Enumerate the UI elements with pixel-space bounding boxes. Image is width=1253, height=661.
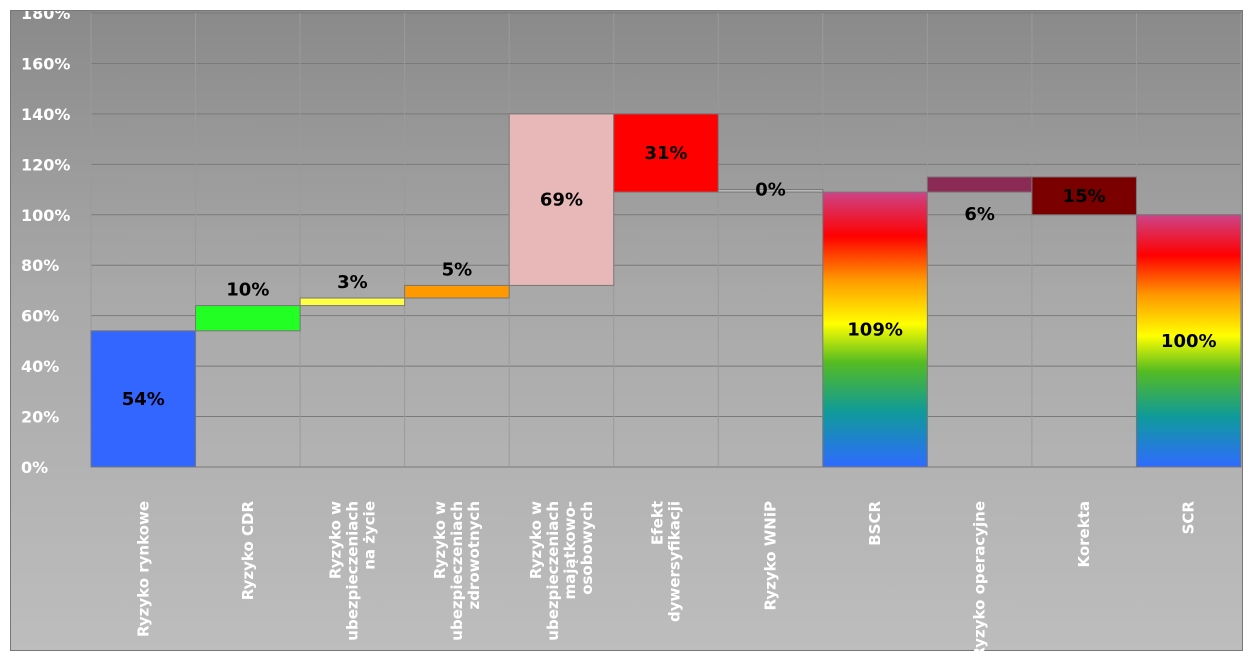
x-tick-label-line: zdrowotnych: [465, 501, 483, 610]
x-tick-label-line: majątkowo-: [561, 501, 579, 599]
y-tick-label: 140%: [21, 105, 70, 124]
bar: [613, 113, 719, 193]
x-tick-label-line: ubezpieczeniach: [448, 501, 466, 641]
x-tick-label-line: Ryzyko WNiP: [762, 501, 780, 611]
data-label: 5%: [442, 259, 473, 280]
bar: [299, 297, 406, 307]
bar: [1135, 214, 1242, 468]
bars: [90, 113, 1242, 468]
data-label: 69%: [540, 190, 583, 211]
y-tick-label: 20%: [21, 408, 59, 427]
grid-lines: [90, 12, 1242, 468]
bar: [508, 113, 615, 286]
y-tick-label: 0%: [21, 458, 48, 477]
y-tick-label: 160%: [21, 54, 70, 73]
waterfall-chart: 54% 10% 3% 5% 69% 31% 0% 109% 6% 15% 100% 0% 20% 40%…: [21, 11, 1242, 652]
x-tick-label-line: Ryzyko w: [527, 501, 545, 579]
x-tick-label-line: Ryzyko w: [326, 501, 344, 579]
x-tick-label-line: Ryzyko operacyjne: [971, 501, 989, 652]
data-label: 31%: [644, 143, 687, 164]
x-tick-label: Ryzyko w ubezpieczeniach na życie: [326, 501, 378, 641]
data-label: 0%: [755, 180, 786, 201]
data-label: 6%: [964, 204, 995, 225]
bar: [90, 330, 197, 468]
x-tick-label: Ryzyko WNiP: [762, 501, 780, 611]
data-label: 3%: [337, 272, 368, 293]
x-tick-label: Korekta: [1075, 501, 1093, 568]
data-label: 10%: [226, 280, 269, 301]
x-tick-label: BSCR: [866, 501, 884, 546]
data-label: 15%: [1063, 186, 1106, 207]
x-tick-label-line: Ryzyko rynkowe: [134, 501, 152, 637]
data-label: 109%: [847, 320, 903, 341]
bar: [195, 305, 301, 332]
y-tick-label: 60%: [21, 307, 59, 326]
data-label: 54%: [122, 389, 165, 410]
bar: [717, 189, 824, 193]
y-tick-label: 40%: [21, 357, 59, 376]
bar: [404, 284, 510, 299]
x-tick-label-line: BSCR: [866, 501, 884, 546]
bar: [1031, 176, 1137, 216]
y-axis: 0% 20% 40% 60% 80% 100% 120% 140% 160% 180%: [21, 11, 70, 477]
y-tick-label: 180%: [21, 11, 70, 23]
x-axis: Ryzyko rynkowe Ryzyko CDR Ryzyko w ubezpiec…: [134, 501, 1197, 652]
x-tick-label: Ryzyko w ubezpieczeniach majątkowo-osobowy…: [527, 501, 596, 641]
x-tick-label-line: SCR: [1180, 501, 1198, 535]
y-tick-label: 100%: [21, 206, 70, 225]
x-tick-label: Ryzyko operacyjne: [971, 501, 989, 652]
data-labels: 54% 10% 3% 5% 69% 31% 0% 109% 6% 15% 100%: [122, 143, 1217, 410]
bar: [926, 176, 1033, 193]
x-tick-label-line: Ryzyko CDR: [239, 501, 257, 601]
x-tick-label: Ryzyko w ubezpieczeniach zdrowotnych: [431, 501, 483, 641]
chart-frame: 54% 10% 3% 5% 69% 31% 0% 109% 6% 15% 100% 0% 20% 40%…: [10, 10, 1243, 652]
x-tick-label-line: Ryzyko w: [431, 501, 449, 579]
x-tick-label: Ryzyko CDR: [239, 501, 257, 601]
x-tick-label: Efekt dywersyfikacji: [649, 501, 684, 622]
x-tick-label-line: osobowych: [578, 501, 596, 595]
x-tick-label-line: ubezpieczeniach: [544, 501, 562, 641]
x-tick-label-line: Efekt: [649, 501, 667, 545]
bar: [822, 191, 928, 468]
x-tick-label-line: ubezpieczeniach: [343, 501, 361, 641]
y-tick-label: 80%: [21, 256, 59, 275]
x-tick-label: SCR: [1180, 501, 1198, 535]
x-tick-label-line: na życie: [360, 501, 378, 570]
x-tick-label-line: Korekta: [1075, 501, 1093, 568]
x-tick-label-line: dywersyfikacji: [666, 501, 684, 622]
data-label: 100%: [1161, 331, 1217, 352]
x-tick-label: Ryzyko rynkowe: [134, 501, 152, 637]
y-tick-label: 120%: [21, 155, 70, 174]
